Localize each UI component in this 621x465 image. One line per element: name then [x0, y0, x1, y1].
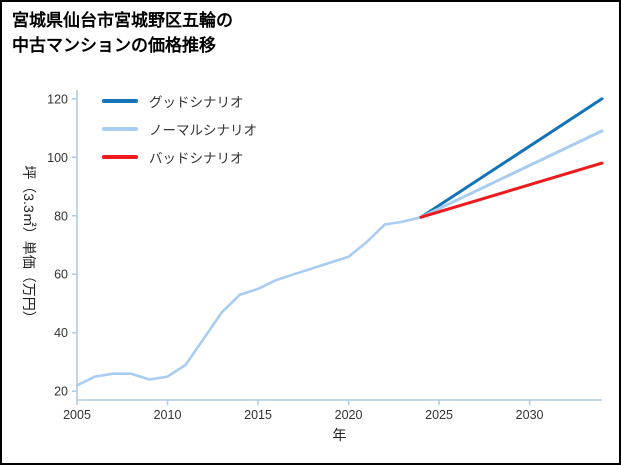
x-tick-label: 2010 [154, 408, 182, 422]
x-tick-label: 2005 [63, 408, 91, 422]
y-axis-label: 坪（3.3㎡）単価（万円） [21, 165, 37, 324]
chart-title-line2: 中古マンションの価格推移 [12, 35, 216, 55]
legend-item-normal-scenario: ノーマルシナリオ [102, 119, 257, 139]
y-tick-label: 100 [47, 151, 68, 165]
y-tick-label: 60 [54, 268, 68, 282]
good-scenario-line-swatch [102, 99, 138, 103]
legend-label-normal-scenario: ノーマルシナリオ [149, 123, 257, 138]
bad-scenario-line-swatch [102, 155, 138, 159]
x-tick-label: 2030 [516, 408, 544, 422]
y-tick-label: 40 [54, 326, 68, 340]
x-tick-label: 2025 [425, 408, 453, 422]
x-axis-label: 年 [333, 427, 347, 443]
chart-legend: グッドシナリオ ノーマルシナリオ バッドシナリオ [102, 91, 257, 175]
series-line-good-scenario [419, 97, 604, 219]
chart-title: 宮城県仙台市宮城野区五輪の 中古マンションの価格推移 [12, 9, 233, 58]
legend-item-good-scenario: グッドシナリオ [102, 91, 257, 111]
y-tick-label: 120 [47, 92, 68, 106]
legend-item-bad-scenario: バッドシナリオ [102, 147, 257, 167]
series-line-history [75, 215, 423, 387]
x-tick-label: 2015 [244, 408, 272, 422]
series-line-bad-scenario [419, 161, 604, 219]
normal-scenario-line-swatch [102, 127, 138, 131]
legend-label-bad-scenario: バッドシナリオ [149, 151, 244, 166]
legend-label-good-scenario: グッドシナリオ [149, 95, 244, 110]
chart-title-line1: 宮城県仙台市宮城野区五輪の [12, 11, 233, 30]
series-line-normal-scenario [419, 129, 604, 219]
y-tick-label: 80 [54, 209, 68, 223]
y-tick-label: 20 [54, 385, 68, 399]
x-tick-label: 2020 [335, 408, 363, 422]
